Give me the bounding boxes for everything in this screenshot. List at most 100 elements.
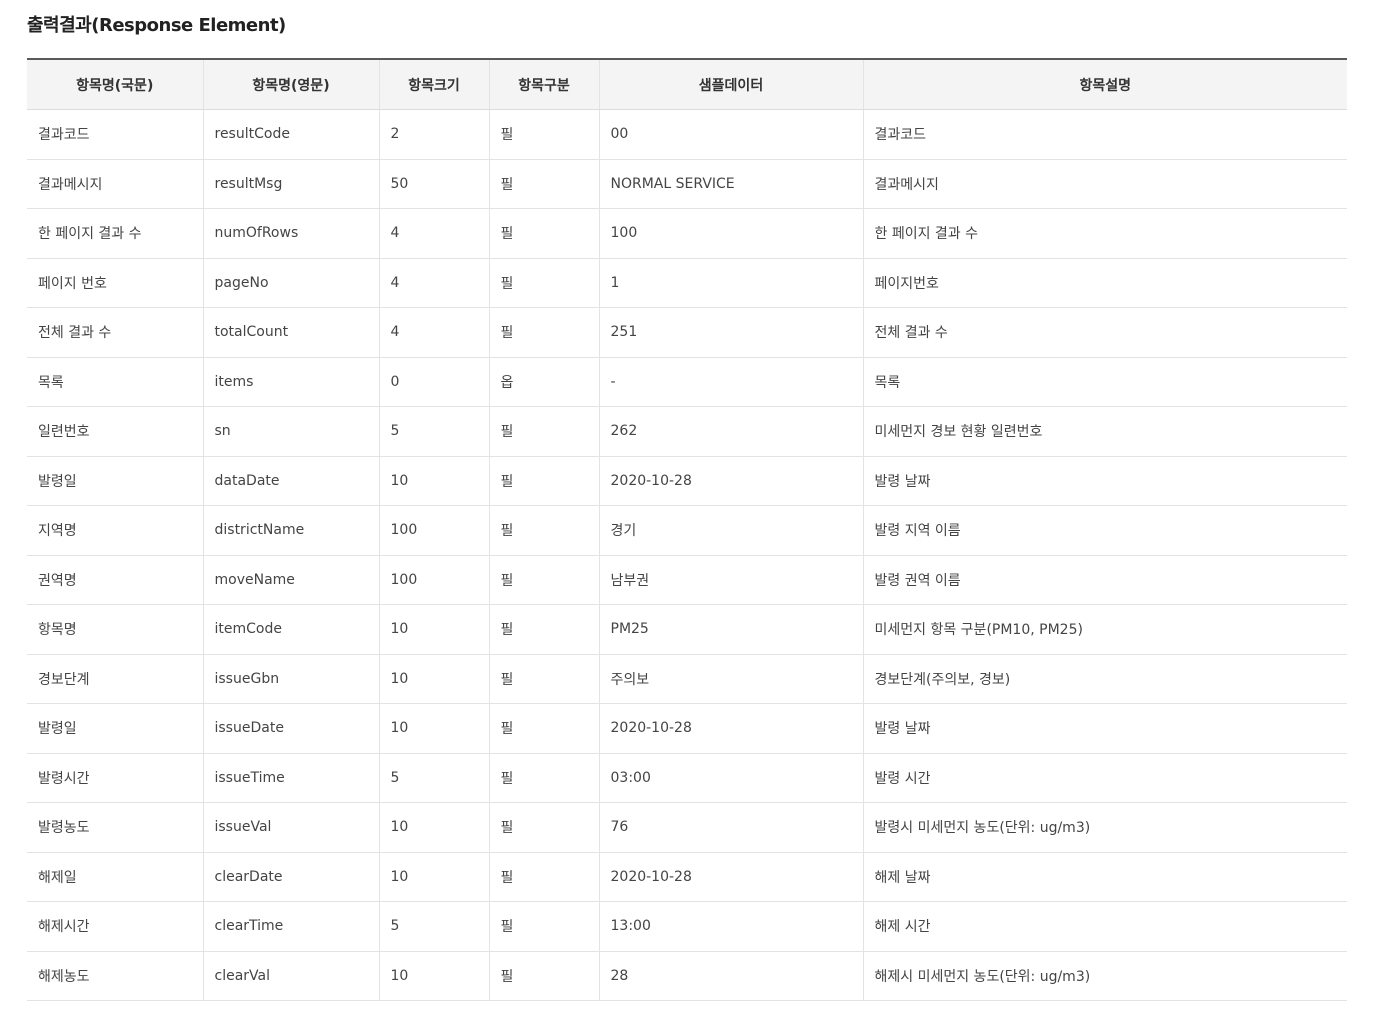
cell-name-en: clearDate [203, 852, 380, 902]
cell-description: 페이지번호 [863, 258, 1347, 308]
cell-name-kr: 전체 결과 수 [27, 307, 204, 358]
cell-description: 미세먼지 항목 구분(PM10, PM25) [863, 604, 1347, 655]
cell-type: 필 [489, 258, 600, 308]
column-header-name-en: 항목명(영문) [203, 59, 380, 110]
cell-name-kr: 권역명 [27, 555, 204, 605]
cell-size: 2 [379, 109, 490, 160]
cell-type: 필 [489, 505, 600, 556]
cell-name-en: numOfRows [203, 208, 380, 259]
cell-sample: 03:00 [599, 753, 864, 803]
table-row: 항목명 itemCode 10 필 PM25 미세먼지 항목 구분(PM10, PM25) [27, 604, 1347, 655]
cell-name-kr: 일련번호 [27, 406, 204, 457]
cell-name-en: clearVal [203, 951, 380, 1001]
cell-name-en: dataDate [203, 456, 380, 506]
cell-name-kr: 해제농도 [27, 951, 204, 1001]
cell-name-kr: 항목명 [27, 604, 204, 655]
cell-sample: 주의보 [599, 654, 864, 704]
cell-size: 10 [379, 852, 490, 902]
cell-type: 필 [489, 555, 600, 605]
cell-sample: 2020-10-28 [599, 852, 864, 902]
cell-size: 10 [379, 802, 490, 853]
cell-description: 해제 날짜 [863, 852, 1347, 902]
cell-sample: 76 [599, 802, 864, 853]
cell-name-kr: 발령농도 [27, 802, 204, 853]
table-row: 한 페이지 결과 수 numOfRows 4 필 100 한 페이지 결과 수 [27, 208, 1347, 259]
table-row: 발령시간 issueTime 5 필 03:00 발령 시간 [27, 753, 1347, 803]
cell-name-en: sn [203, 406, 380, 457]
column-header-name-kr: 항목명(국문) [27, 59, 204, 110]
cell-name-en: items [203, 357, 380, 407]
cell-name-kr: 발령시간 [27, 753, 204, 803]
cell-type: 필 [489, 654, 600, 704]
cell-sample: PM25 [599, 604, 864, 655]
cell-sample: - [599, 357, 864, 407]
cell-name-en: issueGbn [203, 654, 380, 704]
cell-sample: 251 [599, 307, 864, 358]
column-header-type: 항목구분 [489, 59, 600, 110]
cell-name-en: issueDate [203, 703, 380, 754]
cell-description: 발령 시간 [863, 753, 1347, 803]
cell-size: 5 [379, 753, 490, 803]
cell-description: 경보단계(주의보, 경보) [863, 654, 1347, 704]
cell-type: 필 [489, 208, 600, 259]
cell-description: 목록 [863, 357, 1347, 407]
cell-sample: 2020-10-28 [599, 456, 864, 506]
cell-name-en: issueTime [203, 753, 380, 803]
table-row: 발령일 issueDate 10 필 2020-10-28 발령 날짜 [27, 703, 1347, 754]
cell-name-kr: 해제시간 [27, 901, 204, 952]
table-row: 결과메시지 resultMsg 50 필 NORMAL SERVICE 결과메시지 [27, 159, 1347, 209]
cell-type: 필 [489, 703, 600, 754]
cell-type: 필 [489, 852, 600, 902]
section-title: 출력결과(Response Element) [27, 15, 286, 36]
cell-type: 필 [489, 901, 600, 952]
cell-sample: 262 [599, 406, 864, 457]
cell-name-kr: 해제일 [27, 852, 204, 902]
cell-sample: 28 [599, 951, 864, 1001]
table-row: 해제농도 clearVal 10 필 28 해제시 미세먼지 농도(단위: ug/m3) [27, 951, 1347, 1001]
cell-description: 발령 지역 이름 [863, 505, 1347, 556]
cell-sample: NORMAL SERVICE [599, 159, 864, 209]
cell-type: 필 [489, 307, 600, 358]
table-row: 페이지 번호 pageNo 4 필 1 페이지번호 [27, 258, 1347, 308]
cell-name-kr: 지역명 [27, 505, 204, 556]
cell-size: 100 [379, 555, 490, 605]
cell-name-kr: 발령일 [27, 703, 204, 754]
cell-name-en: resultMsg [203, 159, 380, 209]
cell-description: 발령시 미세먼지 농도(단위: ug/m3) [863, 802, 1347, 853]
column-header-description: 항목설명 [863, 59, 1347, 110]
table-body: 결과코드 resultCode 2 필 00 결과코드 결과메시지 resultMsg 50 필 N… [27, 109, 1347, 1001]
table-row: 발령일 dataDate 10 필 2020-10-28 발령 날짜 [27, 456, 1347, 506]
cell-sample: 2020-10-28 [599, 703, 864, 754]
cell-type: 필 [489, 406, 600, 457]
table-row: 권역명 moveName 100 필 남부권 발령 권역 이름 [27, 555, 1347, 605]
cell-type: 필 [489, 802, 600, 853]
cell-description: 발령 권역 이름 [863, 555, 1347, 605]
table-row: 지역명 districtName 100 필 경기 발령 지역 이름 [27, 505, 1347, 556]
cell-type: 필 [489, 456, 600, 506]
cell-name-kr: 결과코드 [27, 109, 204, 160]
cell-name-en: resultCode [203, 109, 380, 160]
cell-size: 10 [379, 951, 490, 1001]
cell-name-en: clearTime [203, 901, 380, 952]
cell-name-en: moveName [203, 555, 380, 605]
cell-description: 결과메시지 [863, 159, 1347, 209]
cell-name-en: itemCode [203, 604, 380, 655]
cell-name-en: issueVal [203, 802, 380, 853]
cell-size: 10 [379, 703, 490, 754]
cell-name-en: districtName [203, 505, 380, 556]
cell-description: 해제시 미세먼지 농도(단위: ug/m3) [863, 951, 1347, 1001]
cell-type: 필 [489, 604, 600, 655]
cell-type: 필 [489, 159, 600, 209]
cell-size: 10 [379, 604, 490, 655]
cell-name-kr: 한 페이지 결과 수 [27, 208, 204, 259]
table-row: 경보단계 issueGbn 10 필 주의보 경보단계(주의보, 경보) [27, 654, 1347, 704]
cell-description: 전체 결과 수 [863, 307, 1347, 358]
table-row: 해제일 clearDate 10 필 2020-10-28 해제 날짜 [27, 852, 1347, 902]
response-element-table: 항목명(국문) 항목명(영문) 항목크기 항목구분 샘플데이터 항목설명 결과코… [27, 58, 1347, 1001]
cell-sample: 00 [599, 109, 864, 160]
table-header-row: 항목명(국문) 항목명(영문) 항목크기 항목구분 샘플데이터 항목설명 [27, 59, 1347, 110]
cell-sample: 1 [599, 258, 864, 308]
column-header-size: 항목크기 [379, 59, 490, 110]
cell-size: 50 [379, 159, 490, 209]
table-row: 결과코드 resultCode 2 필 00 결과코드 [27, 109, 1347, 160]
